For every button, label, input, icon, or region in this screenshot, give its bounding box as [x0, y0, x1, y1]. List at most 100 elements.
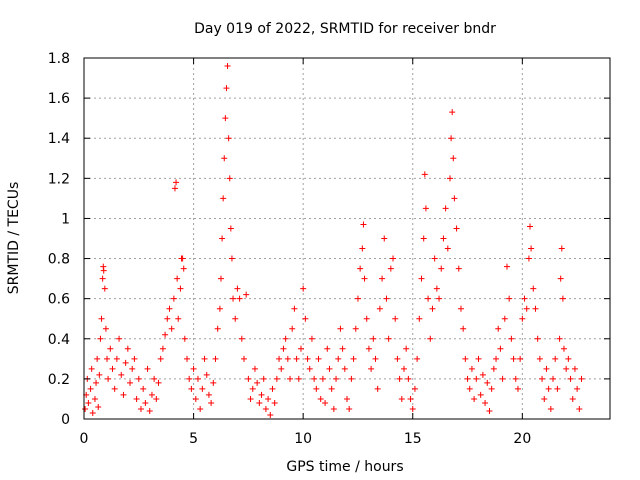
data-point	[368, 365, 375, 372]
data-point	[96, 371, 103, 378]
data-point	[293, 355, 300, 362]
data-point	[144, 365, 151, 372]
data-point	[512, 375, 519, 382]
data-point	[530, 285, 537, 292]
x-tick-label: 10	[294, 431, 312, 447]
data-point	[490, 365, 497, 372]
data-point	[302, 315, 309, 322]
data-point	[407, 395, 414, 402]
data-point	[304, 355, 311, 362]
x-tick-label: 15	[404, 431, 422, 447]
data-point	[97, 335, 104, 342]
data-point	[91, 395, 98, 402]
data-point	[180, 265, 187, 272]
data-point	[497, 345, 504, 352]
data-point	[214, 325, 221, 332]
data-point	[137, 405, 144, 412]
data-point	[453, 225, 460, 232]
data-point	[552, 355, 559, 362]
data-point	[146, 407, 153, 414]
data-point	[297, 345, 304, 352]
data-point	[162, 331, 169, 338]
data-point	[569, 395, 576, 402]
data-point	[429, 305, 436, 312]
data-point	[135, 375, 142, 382]
y-tick-label: 0.8	[48, 252, 70, 268]
y-tick-label: 1.4	[48, 131, 70, 147]
data-point	[133, 395, 140, 402]
data-point	[433, 285, 440, 292]
data-point	[131, 355, 138, 362]
data-point	[394, 355, 401, 362]
data-point	[317, 395, 324, 402]
data-point	[385, 335, 392, 342]
data-point	[324, 345, 331, 352]
data-point	[326, 365, 333, 372]
data-point	[308, 335, 315, 342]
data-point	[313, 385, 320, 392]
data-point	[359, 245, 366, 252]
data-point	[449, 109, 456, 116]
y-axis-label: SRMTID / TECUs	[6, 182, 22, 295]
data-point	[421, 171, 428, 178]
data-point	[142, 399, 149, 406]
data-point	[104, 355, 111, 362]
data-point	[403, 345, 410, 352]
data-point	[578, 375, 585, 382]
data-point	[482, 399, 489, 406]
data-point	[567, 375, 574, 382]
data-point	[188, 385, 195, 392]
data-point	[431, 255, 438, 262]
data-point	[315, 355, 322, 362]
data-point	[280, 345, 287, 352]
data-point	[420, 235, 427, 242]
data-point	[346, 405, 353, 412]
data-point	[558, 245, 565, 252]
data-point	[363, 315, 370, 322]
data-point	[151, 375, 158, 382]
data-point	[276, 355, 283, 362]
data-point	[232, 315, 239, 322]
data-point	[101, 285, 108, 292]
data-point	[287, 375, 294, 382]
data-point	[381, 235, 388, 242]
data-point	[289, 325, 296, 332]
data-point	[379, 275, 386, 282]
data-point	[184, 355, 191, 362]
data-point	[493, 355, 500, 362]
data-point	[335, 355, 342, 362]
data-point	[510, 355, 517, 362]
data-point	[451, 195, 458, 202]
data-point	[450, 155, 457, 162]
data-point	[284, 355, 291, 362]
data-point	[462, 355, 469, 362]
x-axis-label: GPS time / hours	[286, 459, 403, 475]
data-point	[477, 391, 484, 398]
data-point	[295, 375, 302, 382]
data-point	[574, 385, 581, 392]
data-point	[87, 385, 94, 392]
data-point	[525, 255, 532, 262]
data-point	[392, 315, 399, 322]
data-point	[418, 275, 425, 282]
data-point	[372, 355, 379, 362]
data-point	[319, 375, 326, 382]
data-point	[85, 399, 92, 406]
data-point	[222, 115, 229, 122]
data-point	[236, 295, 243, 302]
chart-title: Day 019 of 2022, SRMTID for receiver bnd…	[194, 21, 496, 37]
data-point	[508, 335, 515, 342]
data-point	[460, 325, 467, 332]
data-point	[300, 285, 307, 292]
data-point	[501, 315, 508, 322]
data-point	[387, 265, 394, 272]
data-point	[571, 365, 578, 372]
data-point	[228, 255, 235, 262]
data-point	[311, 375, 318, 382]
x-tick-label: 0	[80, 431, 89, 447]
data-point	[560, 345, 567, 352]
data-point	[177, 285, 184, 292]
data-point	[98, 315, 105, 322]
data-point	[328, 385, 335, 392]
data-point	[238, 335, 245, 342]
